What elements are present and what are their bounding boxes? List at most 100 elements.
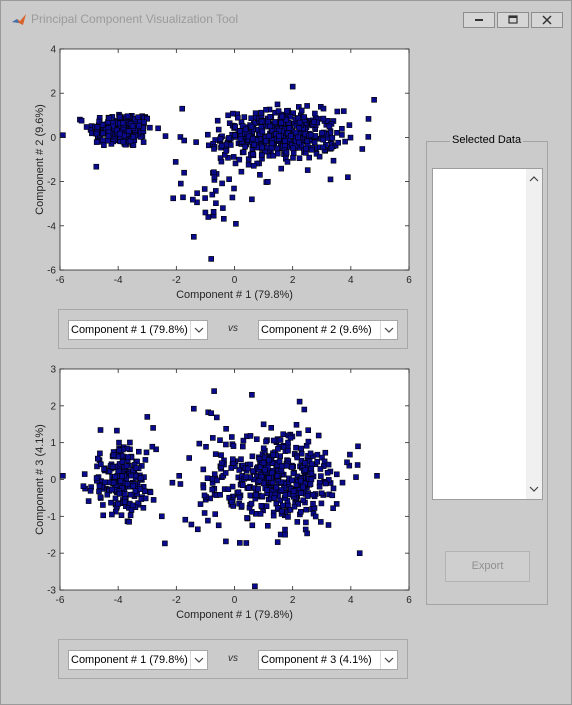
data-point [284,159,291,165]
data-point [209,191,216,198]
data-point [374,472,380,479]
data-point [289,464,295,470]
data-point [248,500,255,507]
chevron-down-icon[interactable] [526,481,542,497]
minimize-button[interactable] [463,12,495,28]
data-point [214,117,221,124]
data-point [126,518,132,525]
data-point [212,451,219,457]
data-point [260,459,267,466]
top-y-component-select[interactable]: Component # 2 (9.6%) [258,320,398,340]
data-point [230,456,236,463]
data-point [121,499,128,505]
data-point [308,147,315,153]
data-point [129,123,136,129]
data-point [233,221,239,227]
data-point [308,470,315,477]
data-point [125,454,131,460]
data-point [262,148,268,155]
close-button[interactable] [531,12,563,28]
data-point [225,112,231,119]
data-point [96,488,102,495]
data-point [320,136,327,143]
data-point [252,110,259,116]
data-point [140,504,147,511]
data-point [275,446,281,452]
scatter-points [60,388,380,590]
data-point [287,114,294,120]
data-point [142,495,149,502]
data-point [258,502,265,509]
data-point [316,483,323,490]
data-point [365,134,372,140]
data-point [109,486,115,493]
data-point [155,125,161,132]
y-axis-label: Component # 2 (9.6%) [34,104,46,215]
data-point [97,450,103,457]
data-point [100,502,106,508]
data-point [248,123,255,130]
data-point [270,512,277,519]
data-point [182,516,189,523]
data-point [87,488,94,494]
data-point [249,453,256,460]
data-point [85,498,92,504]
data-point [130,134,137,140]
data-point [320,105,327,112]
top-x-component-select[interactable]: Component # 1 (79.8%) [68,320,208,340]
data-point [93,139,100,145]
data-point [296,119,303,126]
data-point [305,427,312,434]
list-scrollbar[interactable] [526,169,542,499]
data-point [278,463,285,470]
bottom-y-component-select[interactable]: Component # 3 (4.1%) [258,650,398,670]
maximize-button[interactable] [497,12,529,28]
data-point [320,144,327,151]
data-point [116,439,122,446]
data-point [266,133,272,139]
x-tick-label: 2 [290,275,296,286]
x-tick-label: 6 [406,275,412,286]
data-point [230,154,237,160]
selected-data-title: Selected Data [450,134,524,146]
data-point [333,471,340,478]
data-point [290,145,296,152]
data-point [329,135,336,141]
minimize-icon [475,19,483,21]
data-point [208,410,214,417]
data-point [172,159,179,165]
data-point [301,406,308,413]
export-button[interactable]: Export [445,551,530,582]
data-point [232,124,238,130]
data-point [205,517,211,524]
data-point [258,109,265,116]
data-point [263,438,269,445]
data-point [223,538,229,545]
data-point [176,472,182,479]
data-point [342,138,348,145]
data-point [268,424,275,431]
data-point [245,465,251,472]
data-point [213,200,219,206]
data-point [211,471,218,477]
data-point [210,435,216,441]
y-tick-label: 0 [50,133,56,144]
data-point [181,137,187,144]
data-point [256,477,263,484]
bottom-x-component-select[interactable]: Component # 1 (79.8%) [68,650,208,670]
data-point [193,139,199,145]
y-tick-label: -1 [47,512,56,523]
data-point [264,522,271,529]
data-point [244,515,250,521]
data-point [177,481,184,487]
chevron-up-icon[interactable] [526,171,542,187]
title-bar[interactable]: Principal Component Visualization Tool [1,1,571,38]
data-point [136,122,142,129]
selected-data-list[interactable] [432,168,543,500]
data-point [311,119,317,125]
data-point [325,522,332,528]
data-point [144,116,150,122]
data-point [120,138,127,145]
